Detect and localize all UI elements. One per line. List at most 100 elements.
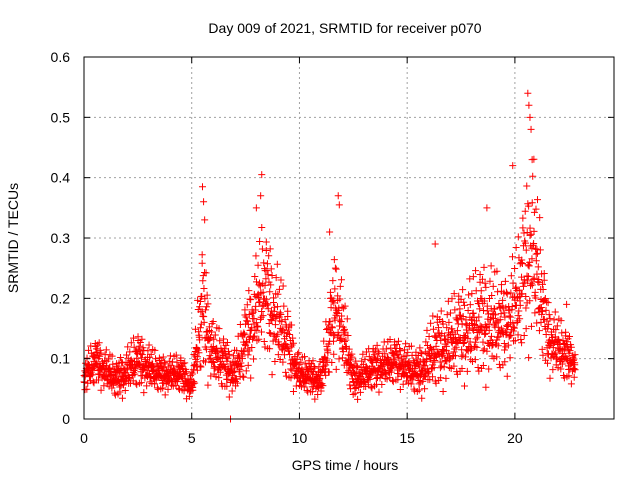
- data-point: [439, 388, 447, 396]
- data-point: [469, 309, 477, 317]
- data-point: [402, 340, 410, 348]
- data-point: [334, 192, 342, 200]
- data-point: [482, 283, 490, 291]
- data-point: [358, 357, 366, 365]
- data-point: [429, 312, 437, 320]
- data-point: [279, 358, 287, 366]
- data-point: [511, 337, 519, 345]
- data-point: [164, 385, 172, 393]
- data-point: [215, 325, 223, 333]
- data-point: [104, 375, 112, 383]
- data-point: [204, 381, 212, 389]
- data-point: [562, 328, 570, 336]
- data-point: [404, 348, 412, 356]
- data-point: [225, 393, 233, 401]
- data-point: [534, 263, 542, 271]
- data-point: [497, 281, 505, 289]
- data-point: [530, 274, 538, 282]
- data-point: [485, 365, 493, 373]
- data-point: [286, 351, 294, 359]
- data-point: [466, 301, 474, 309]
- data-point: [521, 207, 529, 215]
- data-point: [276, 309, 284, 317]
- data-point: [419, 377, 427, 385]
- data-point: [311, 395, 319, 403]
- data-point: [386, 335, 394, 343]
- data-point: [289, 387, 297, 395]
- data-point: [277, 311, 285, 319]
- data-point: [356, 388, 364, 396]
- data-point: [216, 337, 224, 345]
- data-point: [563, 300, 571, 308]
- data-point: [85, 346, 93, 354]
- data-point: [409, 376, 417, 384]
- data-point: [254, 261, 262, 269]
- data-point: [274, 290, 282, 298]
- data-point: [507, 289, 515, 297]
- data-point: [344, 332, 352, 340]
- data-point: [263, 260, 271, 268]
- data-point: [451, 345, 459, 353]
- data-point: [278, 327, 286, 335]
- data-point: [127, 356, 135, 364]
- data-point: [493, 267, 501, 275]
- data-point: [427, 319, 435, 327]
- data-point: [526, 297, 534, 305]
- data-point: [393, 340, 401, 348]
- data-point: [416, 344, 424, 352]
- data-point: [263, 301, 271, 309]
- data-point: [370, 351, 378, 359]
- data-point: [211, 331, 219, 339]
- data-point: [522, 239, 530, 247]
- data-point: [479, 338, 487, 346]
- data-point: [201, 216, 209, 224]
- data-point: [557, 365, 565, 373]
- data-point: [382, 345, 390, 353]
- data-point: [285, 331, 293, 339]
- data-point: [216, 368, 224, 376]
- data-point: [135, 342, 143, 350]
- data-point: [365, 353, 373, 361]
- data-point: [83, 385, 91, 393]
- data-point: [324, 349, 332, 357]
- data-point: [432, 342, 440, 350]
- data-point: [93, 348, 101, 356]
- data-point: [407, 342, 415, 350]
- data-point: [506, 354, 514, 362]
- data-point: [202, 269, 210, 277]
- data-point: [137, 354, 145, 362]
- data-point: [481, 279, 489, 287]
- data-point: [514, 331, 522, 339]
- data-point: [326, 318, 334, 326]
- data-point: [417, 349, 425, 357]
- data-point: [494, 342, 502, 350]
- data-point: [508, 303, 516, 311]
- data-point: [483, 307, 491, 315]
- data-point: [447, 338, 455, 346]
- data-point: [259, 288, 267, 296]
- data-point: [503, 372, 511, 380]
- data-point: [332, 365, 340, 373]
- data-point: [291, 360, 299, 368]
- data-point: [105, 364, 113, 372]
- data-point: [508, 253, 516, 261]
- data-point: [537, 303, 545, 311]
- data-point: [443, 324, 451, 332]
- data-point: [207, 333, 215, 341]
- data-point: [87, 370, 95, 378]
- data-point: [97, 349, 105, 357]
- data-point: [213, 345, 221, 353]
- data-point: [510, 323, 518, 331]
- data-point: [255, 335, 263, 343]
- data-point: [463, 367, 471, 375]
- data-point: [228, 387, 236, 395]
- data-point: [294, 350, 302, 358]
- x-axis-title: GPS time / hours: [292, 457, 399, 473]
- data-point: [485, 320, 493, 328]
- data-point: [334, 328, 342, 336]
- data-point: [519, 214, 527, 222]
- data-point: [137, 379, 145, 387]
- data-point: [469, 325, 477, 333]
- data-point: [460, 301, 468, 309]
- data-point: [239, 348, 247, 356]
